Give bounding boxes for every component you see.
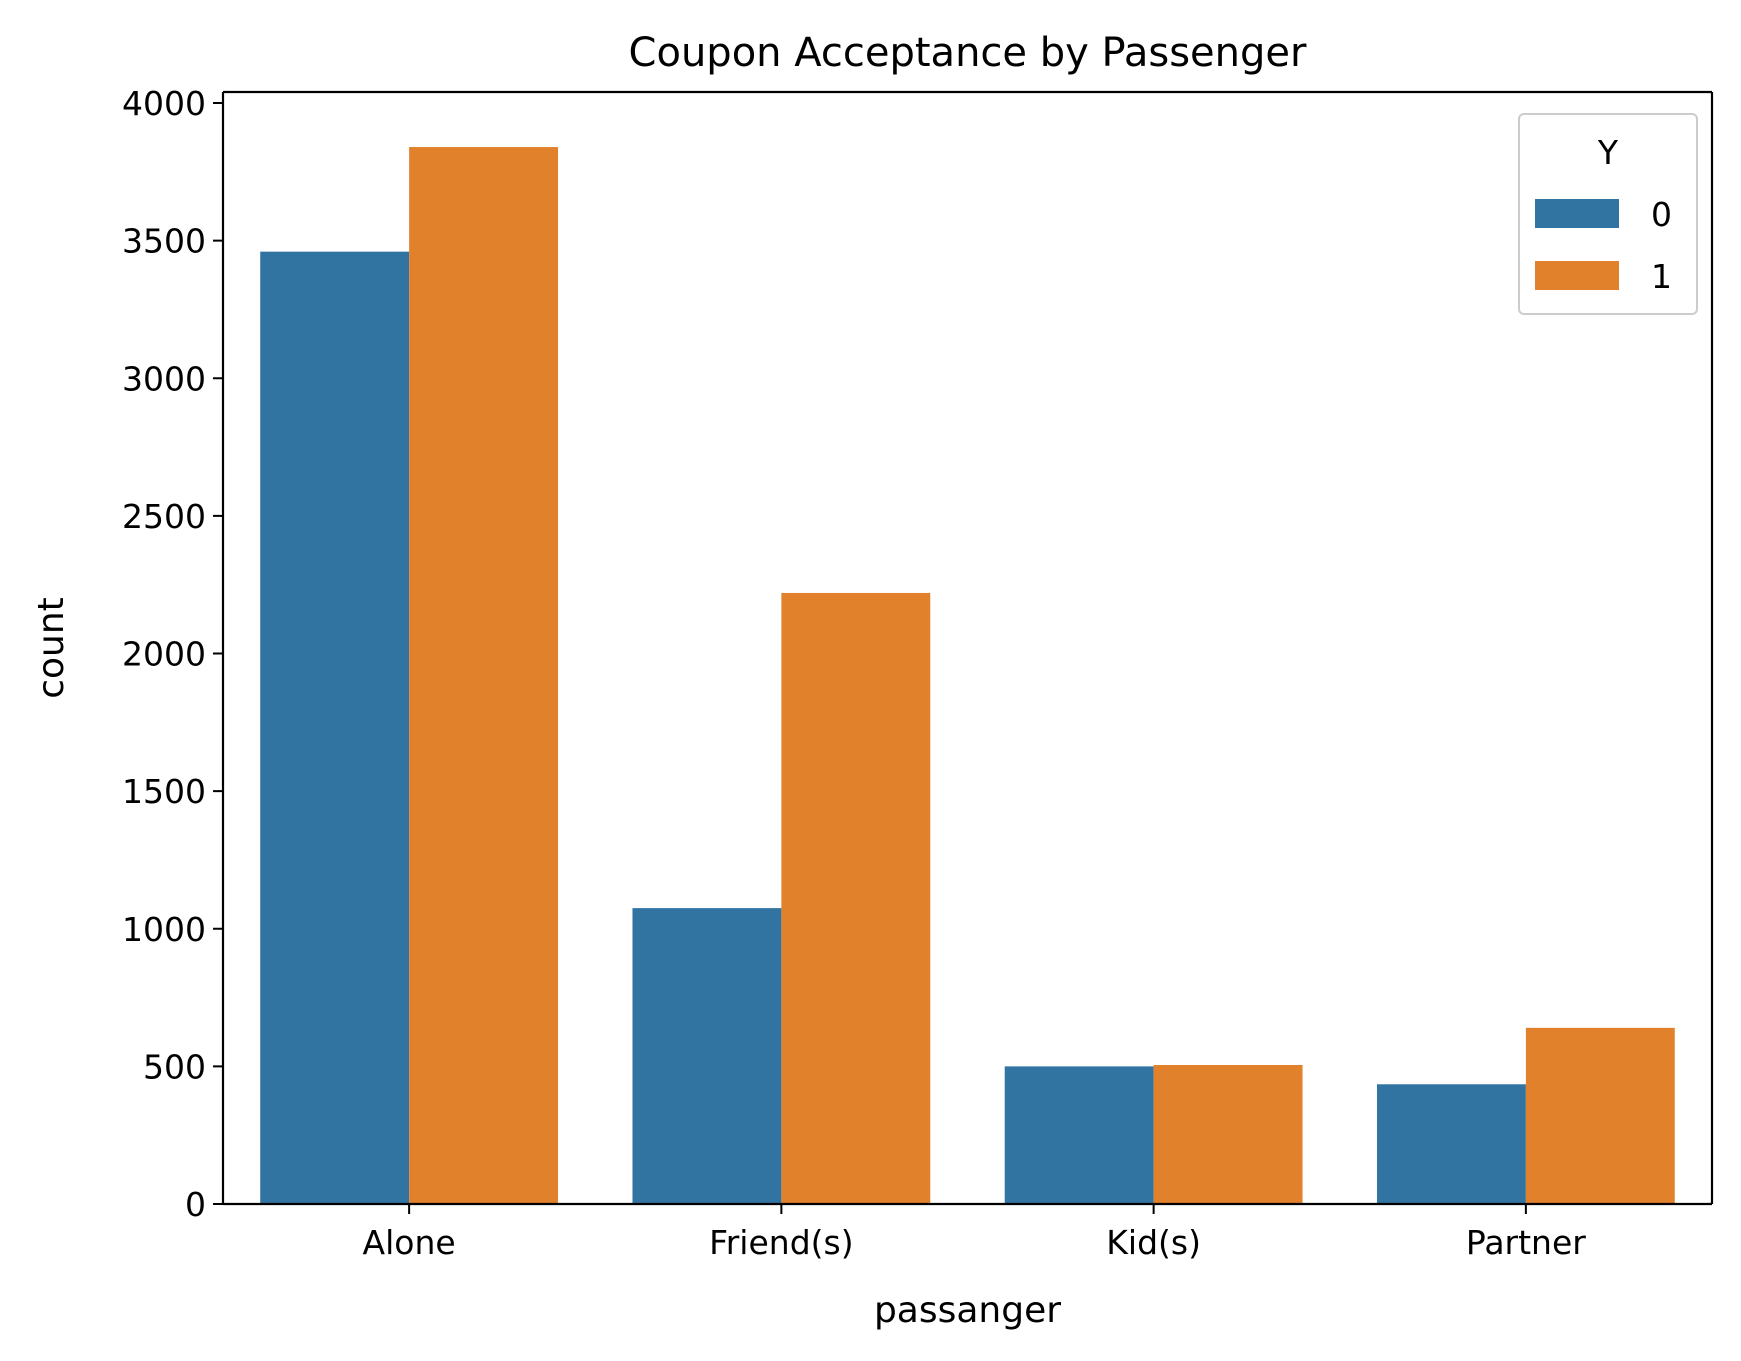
bar-partner-y1 xyxy=(1525,1027,1675,1204)
y-tick-label: 3000 xyxy=(122,359,206,398)
bar-alone-y0 xyxy=(260,251,410,1205)
legend-swatch-0 xyxy=(1535,199,1619,228)
x-axis-title: passanger xyxy=(874,1290,1061,1331)
bar-kids-y1 xyxy=(1153,1065,1303,1204)
legend-swatch-1 xyxy=(1535,261,1619,290)
y-tick-label: 0 xyxy=(185,1185,206,1224)
x-tick-label: Partner xyxy=(1466,1223,1586,1262)
bars-layer xyxy=(260,147,1675,1205)
y-tick-label: 1000 xyxy=(122,910,206,949)
legend-title: Y xyxy=(1597,133,1619,172)
y-tick-label: 500 xyxy=(143,1047,206,1086)
y-axis-title: count xyxy=(31,597,72,699)
y-tick-label: 3500 xyxy=(122,222,206,261)
bar-kids-y0 xyxy=(1004,1066,1154,1204)
y-tick-label: 2500 xyxy=(122,497,206,536)
x-tick-label: Alone xyxy=(363,1223,456,1262)
legend-label-1: 1 xyxy=(1651,257,1672,296)
legend: Y0 1 xyxy=(1518,113,1698,315)
axes-layer: 0 500 1000 1500 2000 2500 3000 3500 4000 Alone Fri… xyxy=(122,84,1714,1262)
bar-partner-y0 xyxy=(1376,1084,1526,1204)
x-tick-label: Friend(s) xyxy=(709,1223,853,1262)
y-tick-label: 4000 xyxy=(122,84,206,123)
legend-label-0: 0 xyxy=(1651,195,1672,234)
bar-friends-y1 xyxy=(781,592,931,1204)
y-tick-label: 2000 xyxy=(122,635,206,674)
bar-alone-y1 xyxy=(409,147,559,1204)
chart-title: Coupon Acceptance by Passenger xyxy=(629,30,1307,76)
x-tick-label: Kid(s) xyxy=(1106,1223,1201,1262)
bar-friends-y0 xyxy=(632,908,782,1204)
y-tick-label: 1500 xyxy=(122,772,206,811)
